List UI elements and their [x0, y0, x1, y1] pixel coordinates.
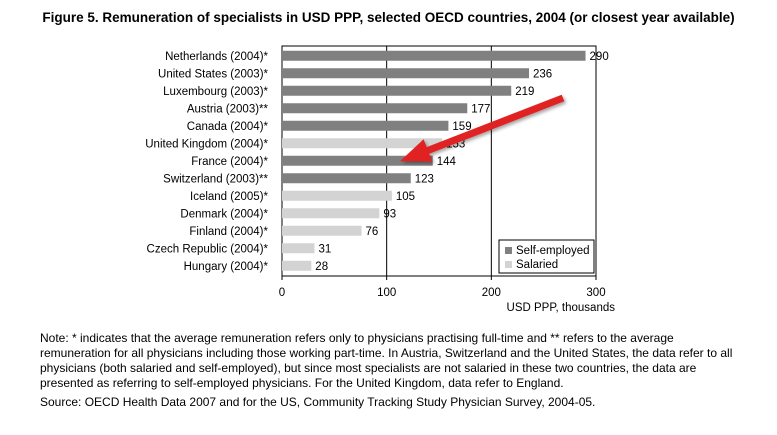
- bar: [282, 190, 392, 201]
- category-label: Switzerland (2003)**: [163, 173, 268, 185]
- x-tick-label: 300: [586, 287, 605, 299]
- data-label: 31: [318, 243, 331, 255]
- category-label: Finland (2004)*: [189, 226, 268, 238]
- legend-label: Self-employed: [516, 245, 590, 257]
- data-label: 159: [452, 121, 471, 133]
- data-label: 236: [533, 68, 552, 80]
- bar: [282, 208, 380, 219]
- category-label: Czech Republic (2004)*: [147, 243, 269, 255]
- x-tick-label: 100: [377, 287, 396, 299]
- bar: [282, 103, 468, 114]
- bar: [282, 68, 530, 79]
- category-label: France (2004)*: [191, 156, 268, 168]
- bar: [282, 50, 586, 61]
- category-label: Canada (2004)*: [187, 121, 269, 133]
- data-label: 76: [366, 226, 379, 238]
- x-tick-label: 0: [279, 287, 285, 299]
- data-label: 144: [437, 156, 457, 168]
- data-label: 219: [515, 86, 534, 98]
- red-arrow-icon: [400, 94, 565, 162]
- data-label: 105: [396, 191, 415, 203]
- category-label: Austria (2003)**: [187, 103, 269, 115]
- category-label: Hungary (2004)*: [184, 261, 269, 273]
- bar: [282, 120, 449, 131]
- category-labels: Netherlands (2004)* United States (2003)*…: [145, 51, 268, 273]
- category-label: Denmark (2004)*: [180, 208, 268, 220]
- bar: [282, 138, 443, 149]
- category-label: Iceland (2005)*: [190, 191, 269, 203]
- bar-chart: Netherlands (2004)* United States (2003)*…: [145, 45, 615, 314]
- bar: [282, 243, 315, 254]
- data-label: 28: [315, 261, 328, 273]
- figure-source: Source: OECD Health Data 2007 and for th…: [40, 395, 596, 409]
- bar: [282, 173, 411, 184]
- category-label: Luxembourg (2003)*: [163, 86, 268, 98]
- legend: Self-employed Salaried: [498, 239, 595, 274]
- data-label: 177: [471, 103, 490, 115]
- bar: [282, 260, 312, 271]
- figure-note: Note: * indicates that the average remun…: [40, 331, 733, 390]
- bar: [282, 85, 512, 96]
- x-axis-label: USD PPP, thousands: [507, 302, 616, 314]
- legend-swatch: [505, 261, 512, 268]
- x-tick-label: 200: [482, 287, 501, 299]
- legend-swatch: [505, 247, 512, 254]
- legend-label: Salaried: [516, 259, 558, 271]
- category-label: Netherlands (2004)*: [165, 51, 268, 63]
- category-label: United States (2003)*: [158, 68, 268, 80]
- legend-box: [498, 239, 595, 274]
- annotation-arrow: [400, 94, 565, 162]
- data-label: 93: [383, 208, 396, 220]
- data-label: 290: [590, 51, 609, 63]
- data-label: 123: [415, 173, 434, 185]
- bar: [282, 225, 362, 236]
- bars: [282, 50, 586, 271]
- x-axis: 0 100 200 300 USD PPP, thousands: [279, 276, 615, 314]
- figure-title: Figure 5. Remuneration of specialists in…: [42, 10, 735, 25]
- bar: [282, 155, 433, 166]
- category-label: United Kingdom (2004)*: [145, 138, 268, 150]
